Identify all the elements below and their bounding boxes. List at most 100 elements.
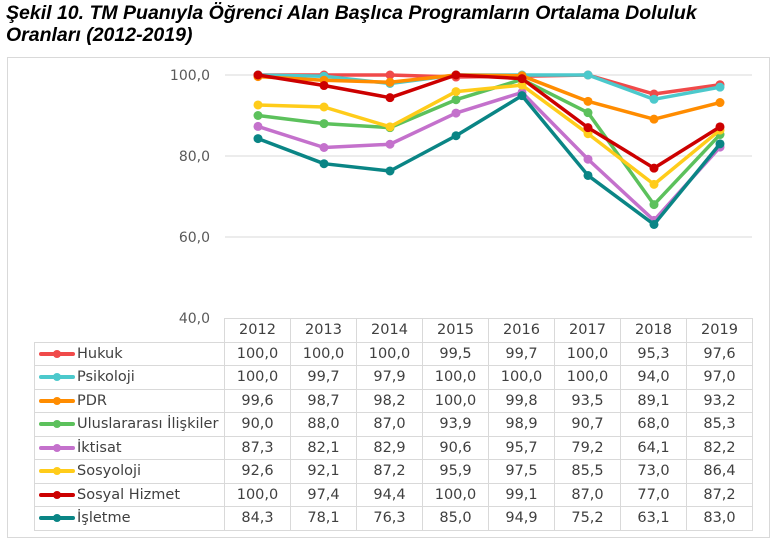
legend-entry: PDR [34, 388, 225, 413]
data-value-cell: 86,4 [686, 459, 753, 484]
legend-key-icon [39, 443, 75, 453]
data-value-cell: 97,9 [356, 365, 423, 390]
data-value-cell: 99,6 [224, 388, 291, 413]
data-value-cell: 99,8 [488, 388, 555, 413]
data-point [517, 80, 527, 90]
data-point [649, 179, 659, 189]
data-point [715, 139, 725, 149]
legend-entry: İktisat [34, 435, 225, 460]
data-value-cell: 94,9 [488, 506, 555, 531]
data-value-cell: 100,0 [488, 365, 555, 390]
data-value-cell: 100,0 [224, 365, 291, 390]
data-value-cell: 92,6 [224, 459, 291, 484]
chart-title-line-1: Şekil 10. TM Puanıyla Öğrenci Alan Başlı… [6, 2, 697, 24]
data-point [649, 114, 659, 124]
y-tick-label: 100,0 [170, 68, 210, 84]
data-point [385, 139, 395, 149]
series-sosyoloji [253, 80, 725, 189]
legend-label: Sosyoloji [77, 463, 142, 480]
data-value-cell: 100,0 [290, 341, 357, 366]
data-value-cell: 98,9 [488, 412, 555, 437]
series-line [257, 83, 722, 187]
data-point [253, 111, 263, 120]
legend-entry: Sosyoloji [34, 459, 225, 484]
data-point [253, 70, 263, 80]
legend-label: Psikoloji [77, 369, 135, 386]
data-value-cell: 78,1 [290, 506, 357, 531]
data-point [715, 122, 725, 132]
data-point [451, 87, 461, 97]
data-value-cell: 100,0 [422, 365, 489, 390]
data-point [319, 81, 329, 91]
data-value-cell: 100,0 [554, 365, 621, 390]
data-value-cell: 77,0 [620, 482, 687, 507]
legend-key-icon [39, 349, 75, 359]
data-value-cell: 95,7 [488, 435, 555, 460]
chart-title: Şekil 10. TM Puanıyla Öğrenci Alan Başlı… [6, 2, 776, 46]
data-point [451, 95, 461, 105]
table-row: İktisat 87,3 82,1 82,9 90,6 95,7 79,2 64,1 82,2 [34, 435, 753, 460]
x-category-label: 2012 [224, 318, 291, 343]
legend-entry: Sosyal Hizmet [34, 482, 225, 507]
table-header-row: 2012 2013 2014 2015 2016 2017 2018 2019 [34, 318, 753, 343]
data-value-cell: 100,0 [422, 388, 489, 413]
data-point [517, 91, 527, 101]
data-value-cell: 92,1 [290, 459, 357, 484]
data-value-cell: 63,1 [620, 506, 687, 531]
data-value-cell: 94,0 [620, 365, 687, 390]
data-value-cell: 98,7 [290, 388, 357, 413]
legend-label: Uluslararası İlişkiler [77, 416, 219, 433]
series-line [257, 93, 722, 227]
y-tick-label: 60,0 [179, 230, 210, 246]
data-value-cell: 75,2 [554, 506, 621, 531]
data-point [385, 122, 395, 132]
data-value-cell: 99,1 [488, 482, 555, 507]
data-value-cell: 87,3 [224, 435, 291, 460]
data-point [385, 77, 395, 87]
data-point [319, 142, 329, 152]
data-point [385, 166, 395, 176]
x-category-label: 2016 [488, 318, 555, 343]
legend-key-icon [39, 466, 75, 476]
data-value-cell: 82,1 [290, 435, 357, 460]
chart-title-line-2: Oranları (2012-2019) [6, 24, 193, 46]
data-value-cell: 87,2 [686, 482, 753, 507]
data-point [319, 159, 329, 169]
data-point [649, 219, 659, 229]
data-value-cell: 97,6 [686, 341, 753, 366]
data-point [583, 170, 593, 180]
data-value-cell: 89,1 [620, 388, 687, 413]
data-value-cell: 93,5 [554, 388, 621, 413]
data-value-cell: 87,2 [356, 459, 423, 484]
x-category-label: 2019 [686, 318, 753, 343]
data-value-cell: 97,0 [686, 365, 753, 390]
data-value-cell: 99,5 [422, 341, 489, 366]
legend-key-icon [39, 372, 75, 382]
data-value-cell: 90,6 [422, 435, 489, 460]
data-point [583, 108, 593, 118]
chart-frame [7, 57, 770, 538]
series-i̇şletme [253, 91, 725, 229]
x-category-label: 2015 [422, 318, 489, 343]
data-value-cell: 90,7 [554, 412, 621, 437]
legend-entry: İşletme [34, 506, 225, 531]
data-value-cell: 84,3 [224, 506, 291, 531]
x-category-label: 2014 [356, 318, 423, 343]
data-value-cell: 64,1 [620, 435, 687, 460]
data-value-cell: 95,9 [422, 459, 489, 484]
data-value-cell: 93,2 [686, 388, 753, 413]
legend-key-icon [39, 490, 75, 500]
legend-label: İktisat [77, 439, 122, 456]
data-value-cell: 94,4 [356, 482, 423, 507]
data-point [583, 154, 593, 164]
legend-label: Sosyal Hizmet [77, 486, 181, 503]
data-point [583, 70, 593, 80]
data-value-cell: 68,0 [620, 412, 687, 437]
data-point [253, 121, 263, 131]
data-point [583, 123, 593, 133]
data-value-cell: 100,0 [356, 341, 423, 366]
y-tick-label: 80,0 [179, 149, 210, 165]
data-value-cell: 83,0 [686, 506, 753, 531]
series-line [257, 73, 721, 170]
